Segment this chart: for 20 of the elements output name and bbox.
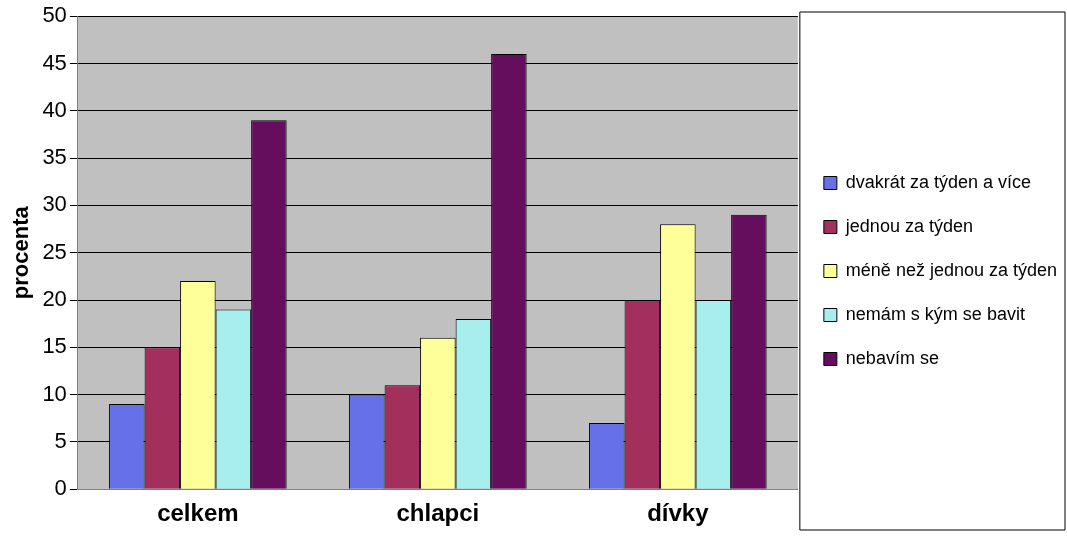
legend-label: nemám s kým se bavit xyxy=(845,303,1025,324)
y-tick-label: 20 xyxy=(42,286,67,312)
y-tick-label: 5 xyxy=(54,427,67,453)
legend-label: méně než jednou za týden xyxy=(845,259,1058,280)
y-tick-label: 35 xyxy=(42,144,67,170)
x-tick-label: dívky xyxy=(647,499,710,527)
x-tick-label: chlapci xyxy=(396,499,480,527)
y-tick-label: 15 xyxy=(42,333,67,359)
legend-label: nebavím se xyxy=(845,347,939,368)
legend-label: jednou za týden xyxy=(844,215,973,236)
legend-label: dvakrát za týden a více xyxy=(845,171,1031,192)
y-tick-label: 0 xyxy=(54,475,67,501)
y-tick-label: 25 xyxy=(42,238,67,264)
y-axis-title: procenta xyxy=(8,205,34,300)
y-tick-label: 30 xyxy=(42,191,67,217)
y-tick-label: 45 xyxy=(42,49,67,75)
x-tick-label: celkem xyxy=(157,499,239,527)
y-tick-label: 40 xyxy=(42,96,67,122)
y-tick-label: 10 xyxy=(42,380,67,406)
y-tick-label: 50 xyxy=(42,2,67,28)
